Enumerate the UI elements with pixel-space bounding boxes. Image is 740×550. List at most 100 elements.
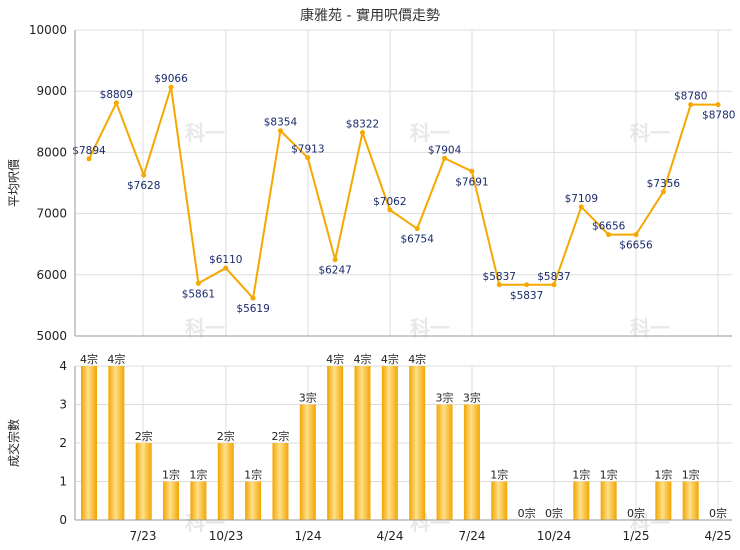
volume-bar-label: 4宗 [354,352,372,366]
price-point-label: $7894 [72,145,106,157]
volume-bar [409,366,426,520]
volume-bar [272,443,289,520]
volume-bar-label: 0宗 [627,506,645,520]
volume-bar-label: 1宗 [682,468,700,482]
volume-tick-label: 3 [59,398,67,412]
volume-bar [163,481,180,520]
x-tick-label: 10/24 [537,529,572,543]
price-point-label: $6656 [619,240,653,252]
price-point-label: $6247 [318,265,351,277]
volume-bar-label: 1宗 [189,468,207,482]
volume-bar [491,481,508,520]
volume-bar-label: 4宗 [381,352,399,366]
volume-bar-label: 1宗 [600,468,618,482]
price-point [469,168,475,174]
volume-bar-label: 4宗 [408,352,426,366]
price-point-label: $6754 [400,234,434,246]
volume-bar-label: 1宗 [244,468,262,482]
price-point-label: $7109 [565,193,598,205]
price-point [195,280,201,286]
price-series-line [88,86,719,301]
volume-bar [108,366,125,520]
price-point-label: $6110 [209,254,242,266]
price-point [496,282,502,288]
price-tick-label: 5000 [36,329,67,343]
price-point [442,155,448,161]
price-point [414,226,420,232]
volume-tick-label: 1 [59,475,67,489]
volume-axis-label: 成交宗數 [6,419,21,467]
price-point-label: $6656 [592,221,626,233]
volume-bar-label: 1宗 [162,468,180,482]
price-point [578,204,584,210]
price-point [606,232,612,238]
price-point-label: $5861 [182,288,215,300]
price-point [277,128,283,134]
price-tick-label: 6000 [36,268,67,282]
price-point [250,295,256,301]
price-point-label: $8780 [702,110,735,122]
price-point-label: $5837 [510,290,543,302]
price-tick-label: 10000 [29,23,67,37]
volume-bar [573,481,590,520]
volume-bar-label: 1宗 [490,468,508,482]
volume-bar [245,481,262,520]
x-tick-label: 1/25 [623,529,650,543]
volume-tick-label: 2 [59,436,67,450]
price-axis-label: 平均呎價 [7,159,21,207]
price-grid [75,29,732,337]
price-point-label: $7628 [127,180,160,192]
volume-bar-label: 2宗 [271,429,289,443]
price-point [360,130,365,136]
watermark-text: 科一 [630,121,670,145]
volume-bar [381,366,398,520]
volume-tick-label: 4 [59,359,67,373]
volume-bar-label: 3宗 [436,391,454,405]
price-point-label: $7062 [373,196,406,208]
price-point [633,232,639,238]
axes: 5000 6000 7000 8000 9000 10000 0 1 2 3 4 7/23 10/23 1… [29,23,732,543]
x-tick-label: 7/24 [459,529,486,543]
price-point [551,282,557,288]
volume-bar-label: 1宗 [654,468,672,482]
volume-bar [655,481,672,520]
price-point [524,282,530,288]
price-point [223,265,229,271]
volume-bar-label: 4宗 [107,352,125,366]
price-point-label: $8780 [674,91,707,103]
volume-bar [299,404,316,520]
price-point [141,172,147,178]
price-tick-label: 9000 [36,84,67,98]
x-tick-label: 1/24 [295,529,322,543]
price-point-label: $5619 [236,303,269,315]
price-point-label: $5837 [483,271,516,283]
price-point [688,102,694,108]
price-point-label: $8354 [264,117,298,129]
volume-bar-label: 0宗 [518,506,536,520]
price-point [168,84,174,90]
x-tick-label: 4/25 [705,529,732,543]
price-point [113,100,119,106]
price-point-label: $5837 [537,271,570,283]
volume-bar-label: 2宗 [135,429,153,443]
volume-bar [682,481,699,520]
volume-bar [600,481,617,520]
price-line: $7894 $8809 $7628 $9066 $5861 $6110 $5619 $8354… [72,73,735,315]
price-point [332,257,338,263]
price-tick-label: 7000 [36,207,67,221]
price-tick-label: 8000 [36,145,67,159]
volume-bars: 4宗 4宗 2宗 1宗 1宗 2宗 1宗 2宗 3宗 4宗 4宗 4宗 4宗 3宗 3宗 1宗 0宗 0宗 1宗 1宗… [80,352,727,520]
price-point-label: $7691 [455,176,488,188]
price-point-label: $7904 [428,144,462,156]
price-point [86,156,92,162]
volume-tick-label: 0 [59,513,67,527]
watermark-text: 科一 [185,121,225,145]
volume-bar-label: 0宗 [545,506,563,520]
price-point [387,207,393,213]
price-point-label: $8322 [346,119,379,131]
volume-bar-label: 0宗 [709,506,727,520]
volume-bar [327,366,344,520]
volume-bar [135,443,152,520]
